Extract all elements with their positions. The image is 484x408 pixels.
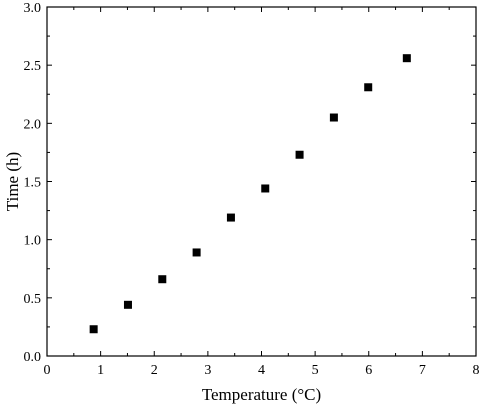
x-tick-label: 8 (473, 363, 480, 378)
x-tick-label: 1 (97, 363, 104, 378)
data-point (226, 213, 235, 222)
x-tick-label: 0 (44, 363, 51, 378)
data-point (158, 275, 167, 284)
y-tick-label: 2.5 (24, 59, 42, 74)
data-point (123, 300, 132, 309)
x-tick-label: 5 (312, 363, 319, 378)
y-tick-label: 0.0 (24, 350, 42, 365)
x-axis-ticks: 0 1 2 3 4 5 6 7 8 (44, 7, 480, 378)
y-tick-label: 1.5 (24, 176, 42, 191)
data-point (261, 184, 270, 193)
plot-area (46, 6, 477, 357)
x-tick-label: 4 (258, 363, 265, 378)
data-points (89, 54, 411, 334)
data-point (192, 248, 201, 257)
y-axis-label: Time (h) (3, 152, 22, 211)
x-tick-label: 3 (204, 363, 211, 378)
x-tick-label: 7 (419, 363, 426, 378)
x-tick-label: 6 (365, 363, 372, 378)
data-point (329, 113, 338, 122)
x-tick-label: 2 (151, 363, 158, 378)
data-point (402, 54, 411, 63)
data-point (295, 150, 304, 159)
data-point (89, 325, 98, 334)
y-tick-label: 0.5 (24, 292, 42, 307)
y-axis-ticks: 0.0 0.5 1.0 1.5 2.0 2.5 3.0 (24, 1, 476, 365)
y-tick-label: 2.0 (24, 117, 42, 132)
data-point (364, 83, 373, 92)
y-tick-label: 3.0 (24, 1, 42, 16)
x-axis-label: Temperature (°C) (202, 385, 321, 404)
y-tick-label: 1.0 (24, 234, 42, 249)
plot-border (46, 6, 477, 357)
